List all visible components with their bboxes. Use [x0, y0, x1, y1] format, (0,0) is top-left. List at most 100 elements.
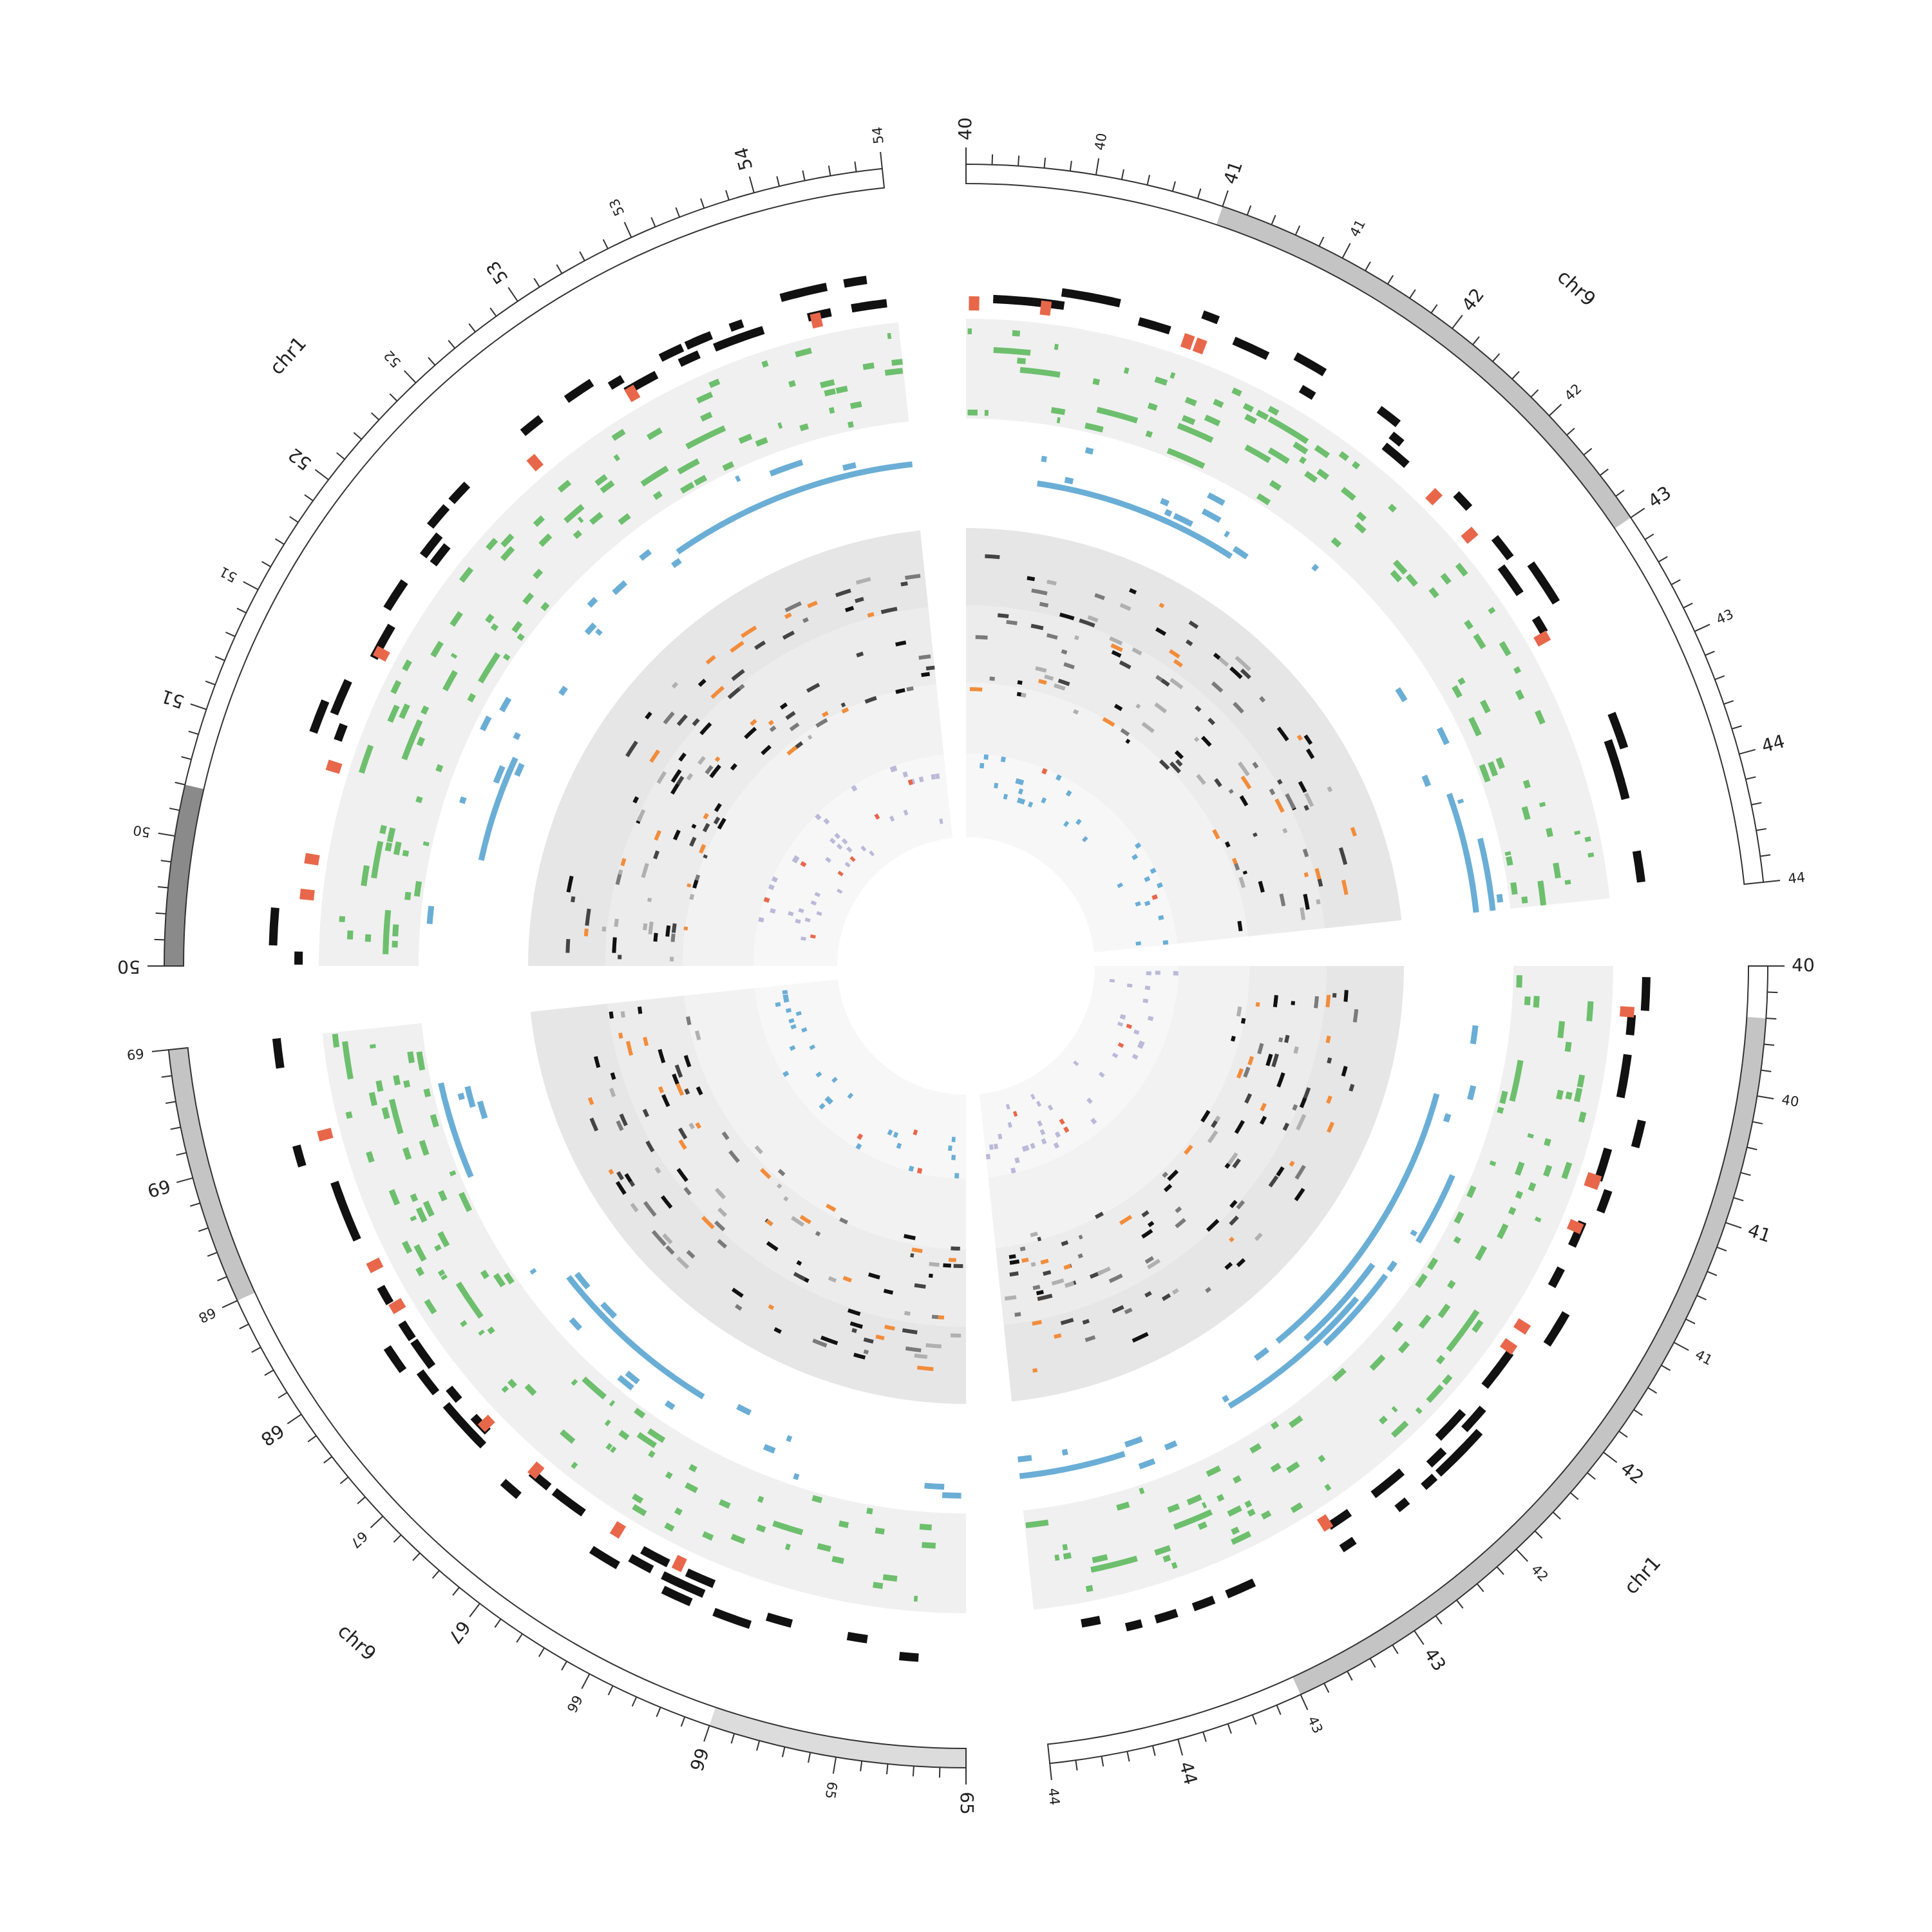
green-track-tile — [1316, 468, 1330, 480]
orange-track-tile — [713, 817, 721, 825]
orange-track-tile — [717, 1207, 728, 1217]
orange-track-tile — [629, 1180, 636, 1188]
orange-track-tile — [1132, 647, 1142, 656]
blue-track-tile — [499, 696, 512, 713]
black-track-block — [500, 1479, 522, 1499]
green-track-tile — [1390, 1426, 1403, 1438]
orange-track-tile — [928, 1273, 933, 1278]
inner-scatter-point — [1039, 1129, 1046, 1135]
orange-track-tile — [1271, 1053, 1279, 1068]
tick-mark — [323, 1456, 332, 1464]
black-track-block — [520, 415, 544, 437]
red-track-block — [1619, 1006, 1635, 1018]
orange-track-tile — [844, 605, 855, 612]
green-track-tile — [577, 516, 584, 524]
black-track-block — [1376, 406, 1401, 428]
green-track-tile — [358, 744, 374, 774]
blue-track-tile — [1061, 1448, 1068, 1456]
green-track-tile — [1539, 801, 1546, 808]
background-ring — [988, 966, 1249, 1248]
orange-track-tile — [566, 875, 574, 893]
orange-track-tile — [1014, 1312, 1021, 1317]
inner-scatter-point — [993, 1143, 999, 1150]
black-track-block — [1139, 317, 1157, 330]
tick-label-minor: 51 — [217, 564, 240, 585]
orange-track-tile — [784, 612, 792, 620]
orange-track-tile — [1294, 1188, 1305, 1202]
orange-track-tile — [1087, 615, 1099, 623]
tick-mark — [1763, 880, 1781, 883]
green-track-tile — [1096, 406, 1139, 424]
orange-track-tile — [799, 1215, 811, 1225]
ideogram-band — [1216, 206, 1631, 529]
tick-mark — [725, 190, 730, 200]
orange-track-tile — [1144, 1291, 1152, 1298]
orange-track-tile — [1224, 1162, 1231, 1169]
black-track-block — [330, 679, 352, 715]
orange-track-tile — [731, 1287, 744, 1298]
inner-scatter-point — [1041, 797, 1047, 804]
inner-scatter-point — [1059, 1118, 1065, 1125]
orange-track-tile — [1305, 748, 1315, 759]
green-track-tile — [831, 1555, 844, 1564]
orange-track-tile — [1120, 728, 1130, 737]
inner-scatter-point — [1063, 820, 1070, 828]
inner-scatter-point — [847, 1092, 854, 1099]
green-track-tile — [1239, 1531, 1252, 1541]
inner-scatter-point — [998, 1133, 1003, 1140]
inner-scatter-point — [1126, 1023, 1132, 1029]
tick-mark — [802, 170, 806, 181]
orange-track-tile — [1125, 739, 1131, 744]
blue-track-tile — [1164, 1440, 1178, 1451]
orange-track-tile — [807, 600, 818, 609]
green-track-tile — [1324, 1483, 1332, 1492]
black-track-block — [1154, 1609, 1179, 1624]
tick-mark — [1121, 169, 1124, 180]
background-ring — [966, 753, 1178, 953]
blue-track-tile — [514, 762, 525, 777]
inner-scatter-point — [1133, 1029, 1140, 1035]
blue-track-tile — [735, 475, 741, 482]
orange-track-tile — [689, 837, 697, 847]
tick-mark — [1587, 1472, 1596, 1480]
orange-track-tile — [709, 764, 721, 779]
tick-label-major: 44 — [1175, 1759, 1202, 1787]
green-track-tile — [1578, 1111, 1587, 1123]
green-track-tile — [383, 909, 392, 952]
red-track-block — [1584, 1175, 1601, 1190]
tick-mark — [287, 1414, 302, 1425]
black-track-block — [272, 1037, 285, 1069]
tick-label-major: 68 — [257, 1420, 288, 1450]
orange-track-tile — [1211, 681, 1224, 693]
tick-mark — [1414, 1630, 1425, 1645]
inner-scatter-point — [907, 779, 913, 786]
ideogram-segment-outline — [1046, 965, 1769, 1765]
green-track-tile — [1090, 1564, 1104, 1573]
green-track-tile — [652, 491, 663, 500]
inner-scatter-point — [801, 1027, 808, 1033]
tick-mark — [389, 393, 398, 402]
orange-track-tile — [1009, 1259, 1020, 1265]
tick-label-major: 66 — [685, 1745, 713, 1774]
orange-track-tile — [793, 1271, 806, 1282]
green-track-tile — [922, 1542, 936, 1549]
inner-scatter-point — [1073, 1060, 1079, 1066]
green-track-tile — [393, 841, 402, 855]
green-track-tile — [415, 1266, 425, 1276]
orange-track-tile — [1074, 635, 1079, 641]
blue-track-tile — [1410, 1229, 1417, 1237]
blue-track-tile — [842, 462, 857, 471]
tick-mark — [1696, 1294, 1707, 1301]
orange-track-tile — [616, 1120, 624, 1132]
green-track-tile — [1454, 1211, 1464, 1224]
orange-track-tile — [784, 601, 802, 612]
green-track-tile — [694, 475, 708, 486]
tick-label-minor: 67 — [347, 1528, 370, 1551]
green-track-tile — [1504, 851, 1511, 856]
green-track-tile — [1062, 1544, 1068, 1551]
black-track-block — [728, 319, 744, 332]
blue-track-tile — [1395, 687, 1408, 703]
green-track-tile — [1515, 1190, 1524, 1199]
orange-track-tile — [1303, 872, 1309, 878]
tick-mark — [748, 176, 755, 193]
